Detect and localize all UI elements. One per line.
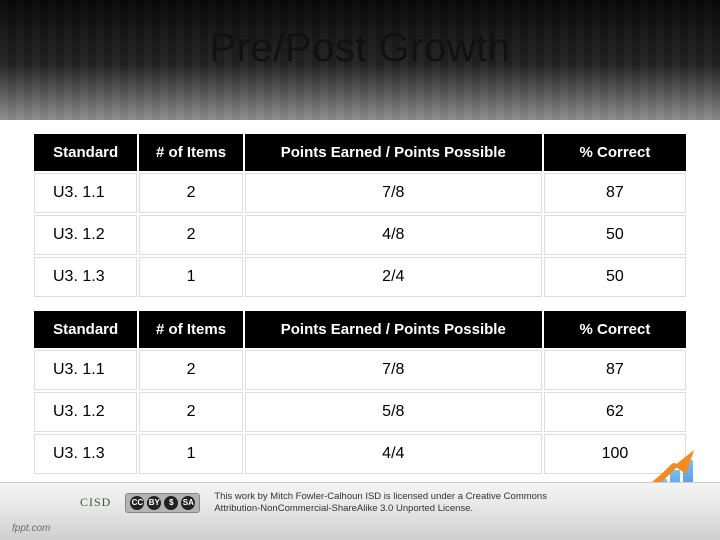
nc-icon: $ <box>164 496 178 510</box>
cell-points: 4/4 <box>245 434 542 474</box>
sa-icon: SA <box>181 496 195 510</box>
cell-items: 1 <box>139 434 242 474</box>
cell-correct: 62 <box>544 392 686 432</box>
cell-standard: U3. 1.2 <box>34 392 137 432</box>
table-header-row: Standard # of Items Points Earned / Poin… <box>34 311 686 348</box>
fppt-watermark: fppt.com <box>12 523 50 534</box>
table-row: U3. 1.1 2 7/8 87 <box>34 350 686 390</box>
cc-license-badge: CC BY $ SA <box>125 493 200 513</box>
cell-correct: 50 <box>544 257 686 297</box>
cell-standard: U3. 1.3 <box>34 257 137 297</box>
cell-correct: 87 <box>544 173 686 213</box>
col-points: Points Earned / Points Possible <box>245 311 542 348</box>
table-header-row: Standard # of Items Points Earned / Poin… <box>34 134 686 171</box>
by-icon: BY <box>147 496 161 510</box>
cell-points: 7/8 <box>245 173 542 213</box>
title-text: Pre/Post Growth <box>210 26 511 70</box>
cell-items: 2 <box>139 173 242 213</box>
cell-correct: 50 <box>544 215 686 255</box>
cell-points: 4/8 <box>245 215 542 255</box>
footer: CISD CC BY $ SA This work by Mitch Fowle… <box>0 482 720 540</box>
col-items: # of Items <box>139 134 242 171</box>
col-items: # of Items <box>139 311 242 348</box>
table-pre: Standard # of Items Points Earned / Poin… <box>32 132 688 299</box>
cell-items: 2 <box>139 215 242 255</box>
cell-standard: U3. 1.1 <box>34 350 137 390</box>
cell-standard: U3. 1.3 <box>34 434 137 474</box>
tables-container: Standard # of Items Points Earned / Poin… <box>32 132 688 486</box>
page-title: Pre/Post Growth <box>0 26 720 71</box>
cisd-logo: CISD <box>80 495 111 510</box>
col-standard: Standard <box>34 311 137 348</box>
table-row: U3. 1.2 2 5/8 62 <box>34 392 686 432</box>
cell-correct: 87 <box>544 350 686 390</box>
cell-points: 2/4 <box>245 257 542 297</box>
cell-points: 5/8 <box>245 392 542 432</box>
license-line-2: Attribution-NonCommercial-ShareAlike 3.0… <box>214 503 547 515</box>
col-points: Points Earned / Points Possible <box>245 134 542 171</box>
table-row: U3. 1.1 2 7/8 87 <box>34 173 686 213</box>
table-post: Standard # of Items Points Earned / Poin… <box>32 309 688 476</box>
col-correct: % Correct <box>544 134 686 171</box>
cell-standard: U3. 1.1 <box>34 173 137 213</box>
col-standard: Standard <box>34 134 137 171</box>
col-correct: % Correct <box>544 311 686 348</box>
license-text: This work by Mitch Fowler-Calhoun ISD is… <box>214 491 547 515</box>
cell-items: 1 <box>139 257 242 297</box>
table-row: U3. 1.2 2 4/8 50 <box>34 215 686 255</box>
cell-items: 2 <box>139 350 242 390</box>
table-row: U3. 1.3 1 4/4 100 <box>34 434 686 474</box>
cell-items: 2 <box>139 392 242 432</box>
table-row: U3. 1.3 1 2/4 50 <box>34 257 686 297</box>
license-line-1: This work by Mitch Fowler-Calhoun ISD is… <box>214 491 547 503</box>
cell-standard: U3. 1.2 <box>34 215 137 255</box>
cell-points: 7/8 <box>245 350 542 390</box>
cc-icon: CC <box>130 496 144 510</box>
